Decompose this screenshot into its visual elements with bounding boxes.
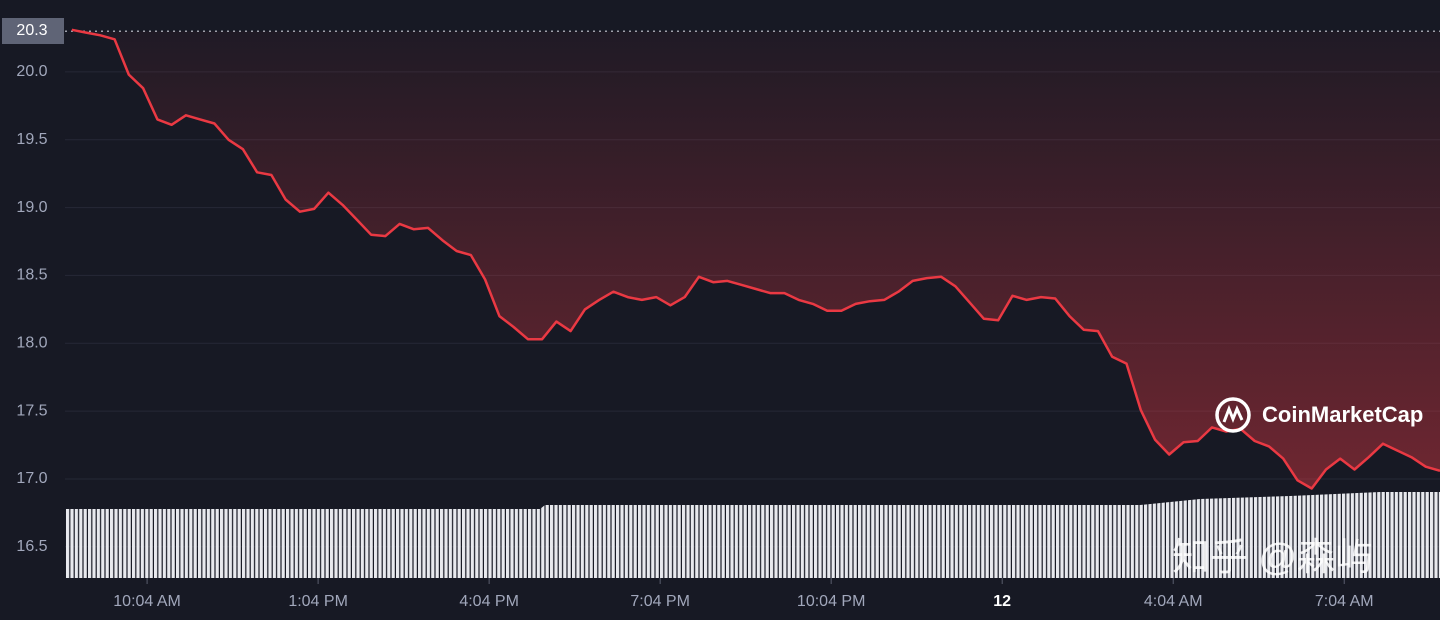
area-layer xyxy=(71,29,1440,489)
y-tick-label: 16.5 xyxy=(16,538,47,555)
y-tick-label: 17.5 xyxy=(16,402,47,419)
x-tick-label: 7:04 AM xyxy=(1315,593,1374,610)
x-tick-label: 7:04 PM xyxy=(630,593,690,610)
y-tick-label: 19.0 xyxy=(16,199,47,216)
y-tick-label: 17.0 xyxy=(16,470,47,487)
credit: 知乎 @森屿 xyxy=(1172,537,1373,579)
logo-ring xyxy=(1215,397,1251,433)
x-tick-label: 4:04 AM xyxy=(1144,593,1203,610)
x-tick-label: 1:04 PM xyxy=(288,593,348,610)
y-tick-label: 20.0 xyxy=(16,63,47,80)
marks xyxy=(65,28,1440,490)
reference-label-box xyxy=(2,18,64,44)
x-tick-label: 4:04 PM xyxy=(459,593,519,610)
x-tick-label: 10:04 AM xyxy=(113,593,181,610)
watermark-logo: CoinMarketCap xyxy=(1215,397,1423,433)
x-tick-label: 10:04 PM xyxy=(797,593,865,610)
price-line xyxy=(71,28,1440,490)
reference-label: 20.3 xyxy=(16,22,47,39)
y-tick-label: 18.5 xyxy=(16,267,47,284)
watermark: CoinMarketCap xyxy=(1262,402,1423,427)
logo-m xyxy=(1222,404,1244,424)
volume-bars xyxy=(65,492,1440,578)
y-tick-label: 19.5 xyxy=(16,131,47,148)
x-tick-label: 12 xyxy=(993,593,1011,610)
y-tick-label: 18.0 xyxy=(16,334,47,351)
area-fill xyxy=(71,29,1440,489)
